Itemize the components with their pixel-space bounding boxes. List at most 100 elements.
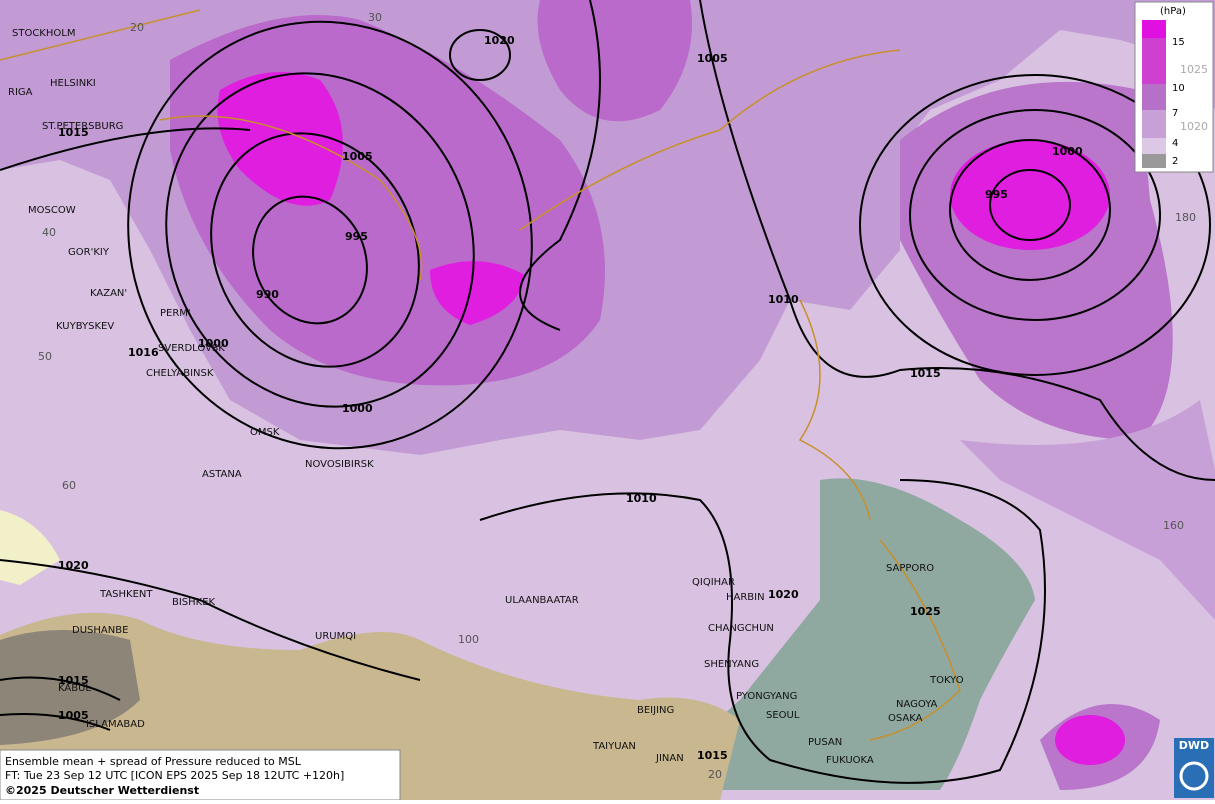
legend-label: 15 bbox=[1172, 37, 1185, 48]
isobar bbox=[449, 29, 511, 81]
isobar-label: 1000 bbox=[342, 402, 373, 415]
grid-label: 1020 bbox=[1180, 120, 1208, 133]
isobar bbox=[0, 676, 121, 731]
city-label: KUYBYSKEV bbox=[56, 321, 114, 332]
spread-max bbox=[950, 140, 1110, 250]
isobar-label: 1020 bbox=[58, 559, 89, 572]
city-label: NAGOYA bbox=[896, 699, 938, 710]
city-label: OSAKA bbox=[888, 713, 923, 724]
isobar bbox=[989, 169, 1071, 241]
isobar bbox=[859, 74, 1211, 376]
isobar-label: 1010 bbox=[768, 293, 799, 306]
legend-unit: (hPa) bbox=[1160, 6, 1186, 17]
grid-label: 30 bbox=[368, 11, 382, 24]
city-label: ASTANA bbox=[202, 469, 242, 480]
legend-label: 4 bbox=[1172, 138, 1178, 149]
spread-strong bbox=[537, 0, 692, 122]
legend-swatch bbox=[1142, 20, 1166, 38]
city-label: SAPPORO bbox=[886, 563, 934, 574]
isobar-label: 1000 bbox=[1052, 145, 1083, 158]
city-label: URUMQI bbox=[315, 631, 356, 642]
isobar bbox=[165, 72, 475, 408]
isobar bbox=[909, 109, 1161, 321]
isobar-label: 1005 bbox=[342, 150, 373, 163]
spread-max bbox=[430, 261, 525, 325]
isobar bbox=[479, 479, 1046, 784]
legend-swatch bbox=[1142, 38, 1166, 84]
city-label: PYONGYANG bbox=[736, 691, 797, 702]
city-label: ST.PETERSBURG bbox=[42, 121, 123, 132]
legend-label: 2 bbox=[1172, 156, 1178, 167]
isobar bbox=[949, 139, 1111, 281]
footer-line: FT: Tue 23 Sep 12 UTC [ICON EPS 2025 Sep… bbox=[5, 769, 344, 782]
legend-swatch bbox=[1142, 110, 1166, 138]
isobar bbox=[0, 0, 601, 331]
city-label: MOSCOW bbox=[28, 205, 76, 216]
logo: DWD bbox=[1179, 739, 1209, 752]
isobar-label: 1000 bbox=[198, 337, 229, 350]
city-label: TOKYO bbox=[929, 675, 964, 686]
coast bbox=[0, 9, 961, 741]
coastlines bbox=[0, 9, 961, 741]
city-label: HELSINKI bbox=[50, 78, 96, 89]
footer-line: ©2025 Deutscher Wetterdienst bbox=[5, 784, 199, 797]
grid-label: 1025 bbox=[1180, 63, 1208, 76]
city-label: CHELYABINSK bbox=[146, 368, 214, 379]
city-label: KABUL bbox=[58, 683, 91, 694]
grid-label: 20 bbox=[130, 21, 144, 34]
isobar-label: 1020 bbox=[484, 34, 515, 47]
city-label: OMSK bbox=[250, 427, 280, 438]
isobar-label: 995 bbox=[345, 230, 368, 243]
city-label: PERM' bbox=[160, 308, 191, 319]
grid-label: 20 bbox=[708, 768, 722, 781]
city-label: ULAANBAATAR bbox=[505, 595, 579, 606]
city-label: TASHKENT bbox=[99, 589, 153, 600]
spread-medium bbox=[960, 400, 1215, 620]
isobar-label: 1015 bbox=[58, 674, 89, 687]
spread-max bbox=[1055, 715, 1125, 765]
city-label: GOR'KIY bbox=[68, 247, 110, 258]
city-label: SEOUL bbox=[766, 710, 800, 721]
sea bbox=[698, 478, 1035, 790]
city-label: CHANGCHUN bbox=[708, 623, 774, 634]
isobar-label: 1010 bbox=[626, 492, 657, 505]
footer-box bbox=[0, 749, 401, 801]
city-label: BISHKEK bbox=[172, 597, 216, 608]
city-label: DUSHANBE bbox=[72, 625, 128, 636]
isobar bbox=[0, 559, 421, 681]
legend-swatch bbox=[1142, 84, 1166, 110]
isobar bbox=[699, 0, 1215, 481]
terrain bbox=[0, 612, 740, 800]
isobar-label: 1016 bbox=[128, 346, 159, 359]
city-label: RIGA bbox=[8, 87, 33, 98]
isobar-label: 1025 bbox=[910, 605, 941, 618]
grid-label: 40 bbox=[42, 226, 56, 239]
city-label: STOCKHOLM bbox=[12, 28, 75, 39]
city-label: QIQIHAR bbox=[692, 577, 735, 588]
grid-label: 50 bbox=[38, 350, 52, 363]
city-label: ISLAMABAD bbox=[86, 719, 145, 730]
city-label: FUKUOKA bbox=[826, 755, 874, 766]
legend-swatch bbox=[1142, 154, 1166, 168]
isobar bbox=[127, 20, 533, 450]
isobar-label: 990 bbox=[256, 288, 279, 301]
grid-label: 180 bbox=[1175, 211, 1196, 224]
isobar bbox=[210, 132, 420, 368]
isobar-label: 1020 bbox=[768, 588, 799, 601]
isobar-label: 1005 bbox=[697, 52, 728, 65]
isobar bbox=[252, 195, 368, 325]
isobar-label: 1015 bbox=[910, 367, 941, 380]
city-label: SHENYANG bbox=[704, 659, 759, 670]
grid-label: 160 bbox=[1163, 519, 1184, 532]
terrain-high bbox=[0, 630, 140, 745]
city-label: BEIJING bbox=[637, 705, 674, 716]
city-label: JINAN bbox=[655, 753, 684, 764]
city-label: NOVOSIBIRSK bbox=[305, 459, 374, 470]
grid-label: 100 bbox=[458, 633, 479, 646]
city-label: PUSAN bbox=[808, 737, 842, 748]
spread-max bbox=[217, 72, 343, 206]
isobar-label: 1015 bbox=[58, 126, 89, 139]
city-label: KAZAN' bbox=[90, 288, 127, 299]
isobars bbox=[0, 0, 1215, 784]
